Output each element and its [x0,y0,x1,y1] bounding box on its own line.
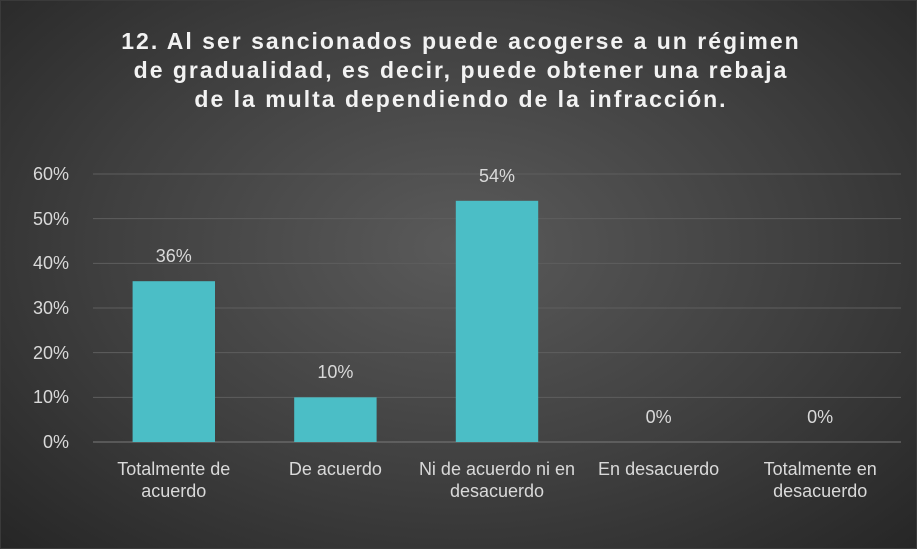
bar [132,281,216,442]
chart-title: 12. Al ser sancionados puede acogerse a … [121,28,801,112]
bar [455,200,539,442]
y-tick-label: 60% [32,164,69,184]
x-tick-label: En desacuerdo [598,459,720,479]
y-tick-label: 30% [32,298,69,318]
y-tick-label: 20% [32,342,69,363]
data-label: 10% [317,362,354,383]
y-tick-label: 50% [32,208,69,229]
data-label: 36% [155,246,192,267]
bar [294,397,377,442]
x-tick-label: Ni de acuerdo ni en desacuerdo [418,459,576,501]
y-tick-label: 40% [32,253,69,274]
y-tick-label: 0% [42,432,69,452]
data-label: 54% [478,165,516,186]
data-label: 0% [807,407,834,427]
y-tick-label: 10% [32,387,69,408]
data-label: 0% [645,407,672,427]
x-tick-label: De acuerdo [288,459,382,479]
x-tick-label: Totalmente de acuerdo [117,459,231,501]
x-tick-label: Totalmente en desacuerdo [763,459,877,501]
